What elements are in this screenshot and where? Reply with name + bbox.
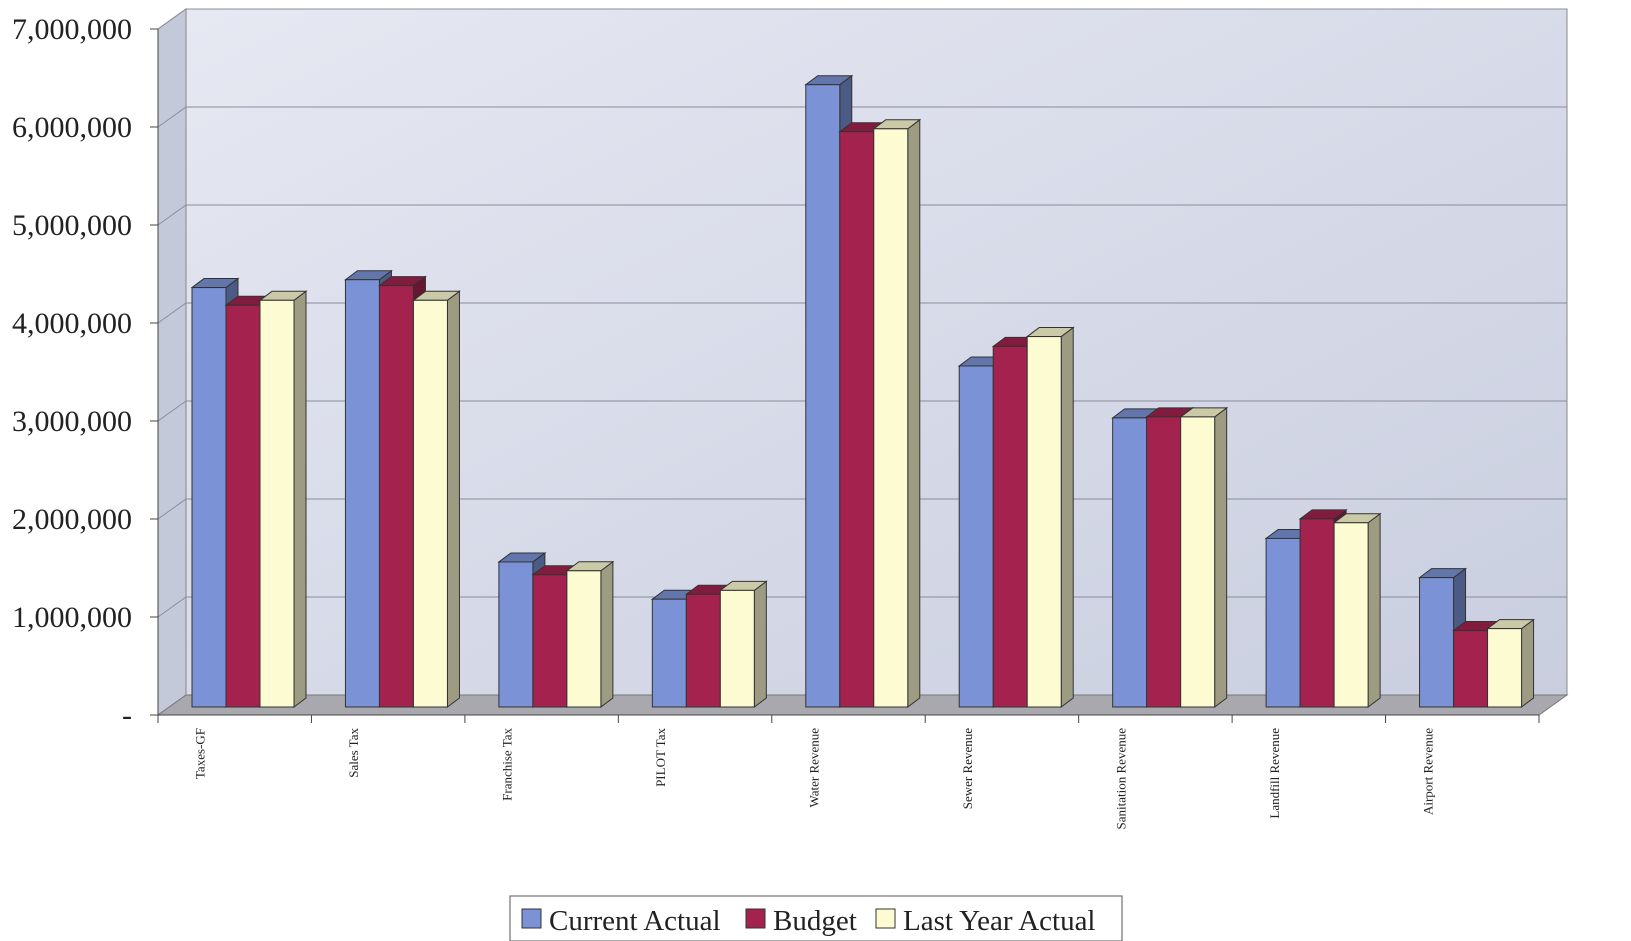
bar-front [1299,518,1335,708]
legend-label-1: Budget [773,905,857,937]
bar-side [1521,618,1535,708]
bar-front [344,279,380,708]
gridline [157,400,1567,422]
bar-side [293,290,307,708]
bar-front [191,287,227,708]
bar-sales-tax-last-year-actual [411,290,461,708]
bar-front [685,593,721,708]
y-tick-label: 7,000,000 [12,13,132,46]
axes [150,28,1540,723]
bar-front [873,128,909,708]
bar-front [259,299,295,708]
gridlines [157,8,1567,618]
gridline [157,498,1567,520]
y-tick-label: 2,000,000 [12,503,132,536]
bar-front [1112,417,1148,708]
bar-front [839,131,875,708]
bar-side [600,560,614,708]
legend-box [509,895,1123,941]
x-tick-label: Airport Revenue [1420,728,1435,815]
legend-swatch-0 [521,908,542,929]
gridline [157,596,1567,618]
bar-front [1146,416,1182,708]
legend-label-0: Current Actual [549,905,721,937]
x-tick-label: Sewer Revenue [960,728,975,809]
side-wall [157,8,187,716]
bar-front [1453,630,1489,708]
x-tick-label: Sales Tax [346,728,361,778]
x-tick-label: PILOT Tax [653,728,668,787]
bar-sanitation-revenue-last-year-actual [1179,406,1229,708]
bar-side [907,118,921,708]
bar-front [225,304,261,708]
x-tick-label: Franchise Tax [500,728,515,801]
x-tick-label: Water Revenue [807,728,822,808]
bar-taxes-gf-last-year-actual [258,290,308,708]
legend-label-2: Last Year Actual [903,905,1096,937]
bar-landfill-revenue-last-year-actual [1332,512,1382,708]
y-tick-label: 4,000,000 [12,307,132,340]
bar-front [958,365,994,708]
bar-front [1180,416,1216,708]
bar-side [753,580,767,708]
bar-front [805,84,841,708]
bar-sewer-revenue-last-year-actual [1025,326,1075,708]
legend-swatch-1 [745,908,766,929]
x-tick-label: Sanitation Revenue [1113,728,1128,830]
y-tick-label: 1,000,000 [12,601,132,634]
bar-front [1265,537,1301,708]
gridline [157,106,1567,128]
x-axis-labels: Taxes-GF Sales Tax Franchise Tax PILOT Tax W… [193,728,1436,830]
bar-front [1026,336,1062,708]
y-tick-label: - [122,699,132,732]
bars [190,74,1536,708]
bar-front [566,570,602,708]
y-axis-labels: - 1,000,000 2,000,000 3,000,000 4,000,000 5,0… [12,13,132,732]
y-tick-label: 5,000,000 [12,209,132,242]
bar-front [498,561,534,708]
bar-front [532,574,568,708]
bar-pilot-tax-last-year-actual [718,580,768,708]
bar-side [1214,406,1228,708]
bar-front [651,598,687,708]
bar-side [446,290,460,708]
y-tick-label: 6,000,000 [12,111,132,144]
bar-airport-revenue-last-year-actual [1486,618,1536,708]
bar-water-revenue-last-year-actual [872,118,922,708]
legend: Current Actual Budget Last Year Actual [509,895,1123,941]
x-tick-label: Landfill Revenue [1267,728,1282,819]
bar-front [1419,577,1455,708]
x-tick-label: Taxes-GF [193,728,208,779]
legend-swatch-2 [875,908,896,929]
bar-front [992,345,1028,708]
gridline [157,8,1567,30]
y-tick-label: 3,000,000 [12,405,132,438]
bar-side [1060,326,1074,708]
bar-franchise-tax-last-year-actual [565,560,615,708]
bar-front [412,299,448,708]
bar-front [719,589,755,708]
bar-side [1367,512,1381,708]
bar-front [378,285,414,708]
bar-front [1487,628,1523,708]
gridline [157,204,1567,226]
gridline [157,302,1567,324]
bar-front [1333,522,1369,708]
